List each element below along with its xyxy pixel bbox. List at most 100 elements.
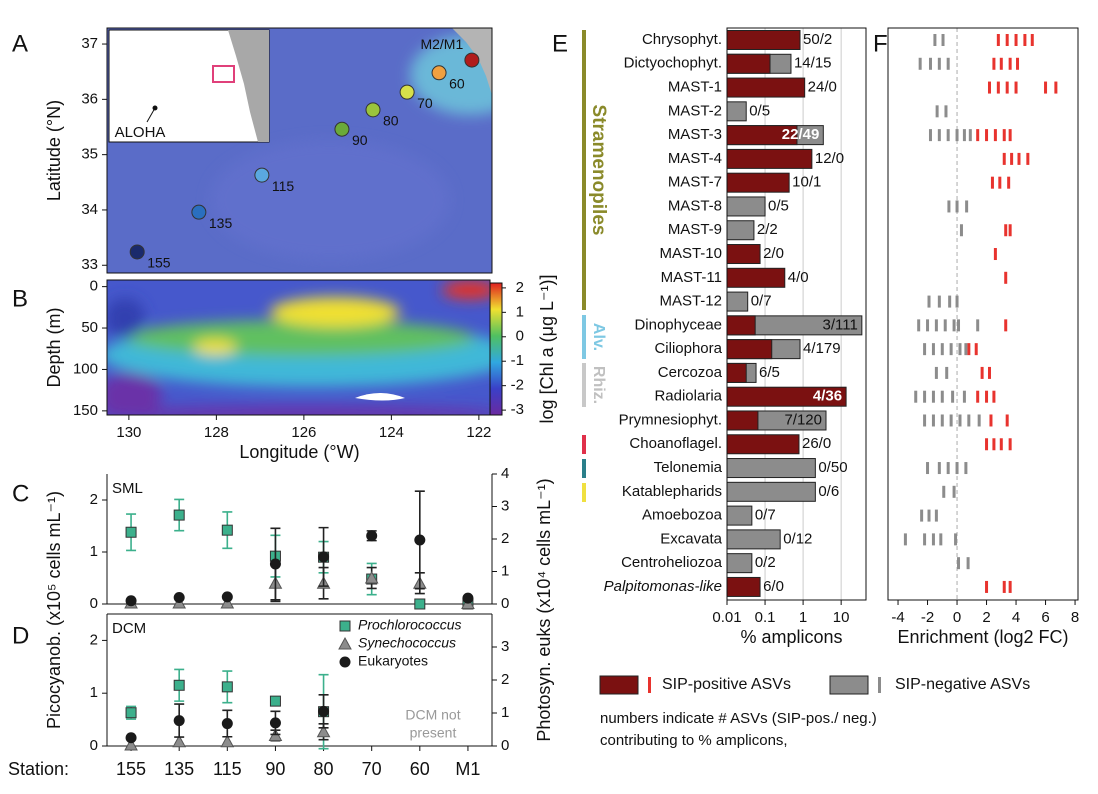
y2-tick-label: 1 <box>501 562 509 579</box>
station <box>365 102 381 118</box>
category-label: Dictyochophyt. <box>624 55 722 72</box>
x-tick-label: 135 <box>164 759 194 779</box>
marker-circle <box>221 591 233 603</box>
enrichment-tick <box>962 390 966 403</box>
x-tick-label: 115 <box>213 759 242 779</box>
legend-label: SIP-negative ASVs <box>895 676 1030 693</box>
marker-circle <box>269 558 281 570</box>
enrichment-tick <box>985 129 989 142</box>
bar-negative <box>726 101 747 122</box>
marker-circle <box>125 732 137 744</box>
legend-label: Prochlorococcus <box>358 617 462 633</box>
enrichment-tick <box>928 129 932 142</box>
x-axis-label: % amplicons <box>740 627 842 647</box>
marker-square <box>173 679 185 691</box>
enrichment-tick <box>952 485 956 498</box>
enrichment-tick <box>1008 224 1012 237</box>
annotation: present <box>410 725 457 741</box>
bar-label: 7/120 <box>784 411 822 428</box>
station <box>464 52 480 68</box>
category-label: MAST-9 <box>668 221 722 238</box>
legend-tick <box>648 677 651 693</box>
enrichment-tick <box>944 105 948 118</box>
enrichment-tick <box>947 200 951 213</box>
y-axis-label: Depth (m) <box>44 307 64 387</box>
x-tick-label: 90 <box>265 759 285 779</box>
chl-field <box>107 280 490 415</box>
enrichment-tick <box>1004 271 1008 284</box>
enrichment-tick <box>951 390 955 403</box>
category-label: MAST-8 <box>668 197 722 214</box>
bar-negative <box>726 553 753 574</box>
x-tick-label: 6 <box>1041 609 1049 626</box>
bar-positive <box>726 339 773 360</box>
bar-label: 10/1 <box>792 174 821 191</box>
y-tick-label: 34 <box>81 201 98 218</box>
enrichment-tick <box>1010 152 1014 165</box>
bar-positive <box>726 244 761 265</box>
marker-circle <box>173 592 185 603</box>
panel-title: DCM <box>112 620 146 637</box>
x-tick-label: 0.1 <box>755 609 776 626</box>
enrichment-tick <box>1004 319 1008 332</box>
enrichment-tick <box>955 295 959 308</box>
axes-frame <box>887 27 1079 601</box>
group-label: Stramenopiles <box>588 105 609 236</box>
axes-frame <box>726 27 867 601</box>
category-label: MAST-12 <box>659 293 722 310</box>
legend-swatch <box>829 675 869 695</box>
enrichment-tick <box>957 319 961 332</box>
enrichment-tick <box>958 414 962 427</box>
marker-circle <box>269 717 281 729</box>
enrichment-tick <box>1005 414 1009 427</box>
y-tick-label: 36 <box>81 90 98 107</box>
x-tick-label: 0.01 <box>712 609 741 626</box>
group-label: Rhiz. <box>590 366 607 404</box>
y2-tick-label: 0 <box>501 737 509 754</box>
enrichment-tick <box>1007 176 1011 189</box>
x-axis-label: Station: <box>8 759 69 779</box>
enrichment-tick <box>923 533 927 546</box>
x-tick-label: 10 <box>833 609 850 626</box>
y2-tick-label: 2 <box>501 530 509 547</box>
enrichment-tick <box>933 34 937 46</box>
y-tick-label: 100 <box>73 360 98 377</box>
bar-positive <box>726 267 786 288</box>
x-axis-label: Enrichment (log2 FC) <box>897 627 1068 647</box>
marker-circle <box>366 530 378 542</box>
enrichment-tick <box>927 295 931 308</box>
enrichment-tick <box>937 129 941 142</box>
station-label: 155 <box>147 255 171 271</box>
y2-tick-label: 0 <box>501 595 509 612</box>
station <box>399 84 415 100</box>
enrichment-tick <box>918 57 922 70</box>
enrichment-tick <box>954 533 958 546</box>
panel-title: SML <box>112 480 143 497</box>
enrichment-tick <box>948 295 952 308</box>
enrichment-tick <box>965 200 969 213</box>
bar-positive <box>726 576 761 597</box>
enrichment-tick <box>946 462 950 475</box>
legend-label: SIP-positive ASVs <box>662 676 791 693</box>
station <box>431 65 447 81</box>
enrichment-tick <box>928 57 932 70</box>
bar-positive <box>726 434 800 455</box>
enrichment-tick <box>942 485 946 498</box>
marker-square <box>221 681 233 693</box>
enrichment-tick <box>964 462 968 475</box>
enrichment-tick <box>976 319 980 332</box>
annotation: DCM not <box>405 707 460 723</box>
marker-circle <box>318 705 330 717</box>
marker-square <box>125 526 137 538</box>
group-markers <box>582 30 586 502</box>
y2-tick-label: 2 <box>501 671 509 688</box>
enrichment-tick <box>999 438 1003 451</box>
category-label: MAST-1 <box>668 79 722 96</box>
bar-label: 6/0 <box>763 578 784 595</box>
enrichment-tick <box>1026 152 1030 165</box>
bar-label: 3/111 <box>823 316 858 333</box>
station-label: 60 <box>449 75 465 91</box>
enrichment-tick <box>977 414 981 427</box>
enrichment-tick <box>940 414 944 427</box>
